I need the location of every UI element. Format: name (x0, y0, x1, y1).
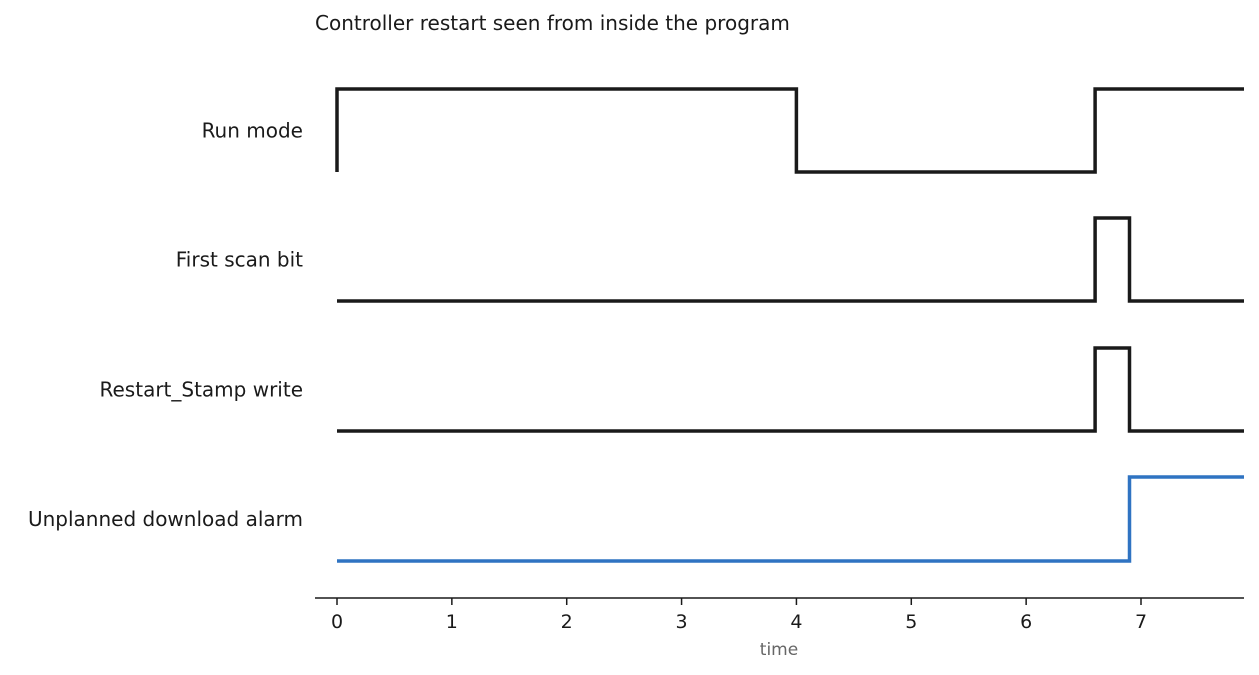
signal-row: First scan bit (176, 216, 1244, 303)
signal-row: Restart_Stamp write (100, 346, 1244, 433)
x-tick-label: 5 (905, 611, 917, 633)
signal-rows: Run mode First scan bit Restart_Stamp writ… (28, 87, 1244, 563)
signal-row: Run mode (202, 87, 1244, 174)
x-tick-label: 6 (1020, 611, 1032, 633)
signal-label: Unplanned download alarm (28, 507, 303, 531)
signal-label: Run mode (202, 119, 303, 143)
signal-label: First scan bit (176, 248, 303, 272)
x-tick-label: 0 (331, 611, 343, 633)
chart-title: Controller restart seen from inside the … (315, 11, 790, 35)
signal-trace (337, 216, 1244, 303)
x-axis-ticks: 0 1 2 3 4 5 6 7 (331, 598, 1147, 633)
signal-row: Unplanned download alarm (28, 475, 1244, 563)
x-tick-label: 7 (1135, 611, 1147, 633)
signal-label: Restart_Stamp write (100, 378, 304, 402)
x-tick-label: 2 (561, 611, 573, 633)
signal-trace (335, 87, 1244, 174)
x-tick-label: 1 (446, 611, 458, 633)
signal-trace (337, 346, 1244, 433)
signal-trace (337, 475, 1244, 563)
x-axis-label: time (760, 640, 798, 660)
x-tick-label: 4 (790, 611, 802, 633)
x-tick-label: 3 (676, 611, 688, 633)
